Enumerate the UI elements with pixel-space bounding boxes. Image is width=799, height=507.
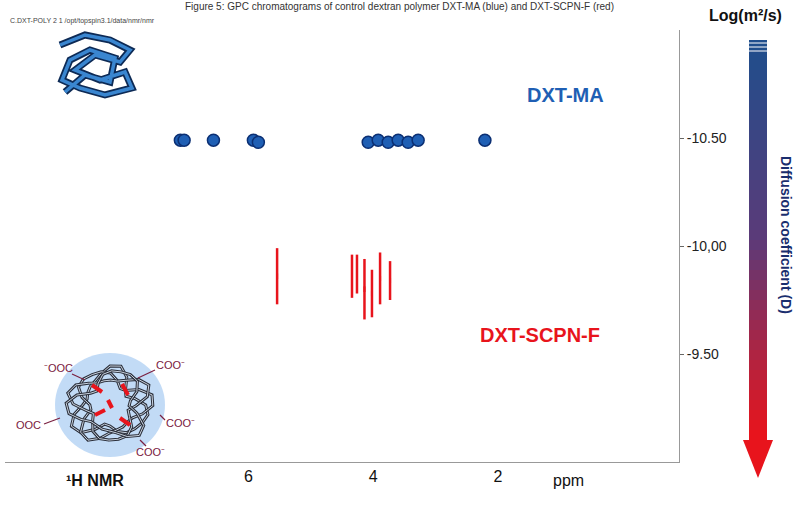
svg-text:DXT-SCPN-F: DXT-SCPN-F (480, 324, 600, 346)
svg-text:2: 2 (494, 468, 503, 485)
svg-text:C.DXT-POLY 2 1 /opt/topspin3.1: C.DXT-POLY 2 1 /opt/topspin3.1/data/nmr/… (10, 17, 155, 25)
svg-text:4: 4 (369, 468, 378, 485)
svg-text:ppm: ppm (553, 472, 584, 489)
svg-text:Figure 5: GPC chromatograms of: Figure 5: GPC chromatograms of control d… (185, 1, 614, 12)
svg-text:OOC: OOC (16, 419, 41, 431)
svg-text:DXT-MA: DXT-MA (527, 84, 604, 106)
svg-text:Log(m²/s): Log(m²/s) (709, 7, 782, 24)
svg-text:COO⁻: COO⁻ (156, 359, 185, 371)
svg-text:-10.50: -10.50 (687, 130, 727, 146)
svg-text:-9.50: -9.50 (687, 346, 719, 362)
svg-text:¹H NMR: ¹H NMR (66, 472, 124, 489)
svg-text:Diffusion coefficient (D): Diffusion coefficient (D) (778, 156, 794, 314)
svg-text:-10,00: -10,00 (687, 238, 727, 254)
svg-text:COO⁻: COO⁻ (166, 417, 195, 429)
svg-text:6: 6 (244, 468, 253, 485)
svg-text:⁻OOC: ⁻OOC (44, 362, 73, 374)
svg-text:COO⁻: COO⁻ (136, 446, 165, 458)
